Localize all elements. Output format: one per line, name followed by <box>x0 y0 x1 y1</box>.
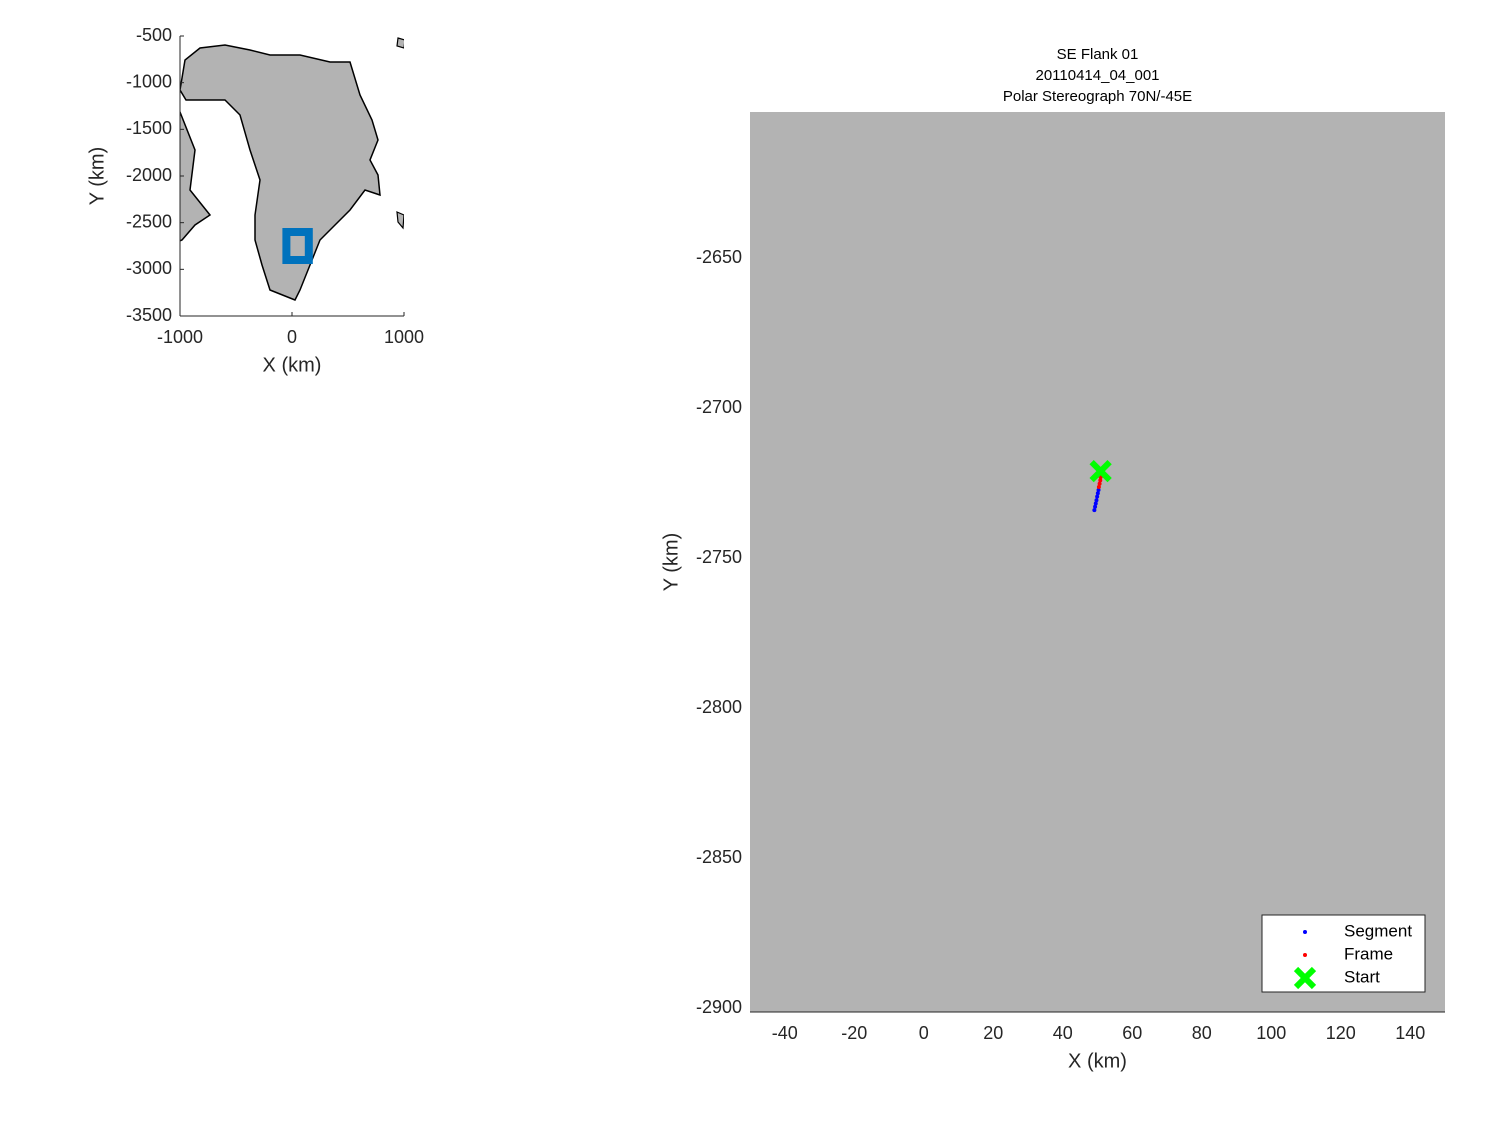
point <box>1093 501 1098 506</box>
x-axis-label: X (km) <box>1068 1050 1127 1072</box>
chart-title: Polar Stereograph 70N/-45E <box>1003 88 1192 105</box>
x-tick-label: 120 <box>1326 1023 1356 1043</box>
y-tick-label: -1500 <box>126 118 172 138</box>
legend-box <box>1261 914 1426 993</box>
y-tick-label: -2000 <box>126 165 172 185</box>
start-marker <box>1293 966 1317 990</box>
point <box>1303 953 1307 957</box>
legend-label: Start <box>1344 967 1380 986</box>
point <box>1094 498 1099 503</box>
y-tick-label: -2900 <box>696 997 742 1017</box>
y-tick-label: -500 <box>136 25 172 45</box>
y-tick-label: -3500 <box>126 305 172 325</box>
point <box>1092 508 1097 513</box>
x-tick-label: 80 <box>1192 1023 1212 1043</box>
legend-label: Segment <box>1344 921 1412 940</box>
point <box>1303 930 1307 934</box>
start-marker <box>1089 459 1112 483</box>
x-axis-label: X (km) <box>263 354 322 376</box>
point <box>1093 504 1098 509</box>
map-background <box>750 112 1445 1012</box>
chart-title: SE Flank 01 <box>1057 46 1139 63</box>
y-tick-label: -1000 <box>126 71 172 91</box>
y-tick-label: -3000 <box>126 258 172 278</box>
point <box>1098 478 1103 483</box>
y-axis-label: Y (km) <box>660 533 682 592</box>
x-tick-label: 0 <box>287 327 297 347</box>
y-axis-label: Y (km) <box>86 147 108 206</box>
legend: Segment Frame Start <box>1261 914 1426 993</box>
y-tick-label: -2800 <box>696 697 742 717</box>
chart-title: 20110414_04_001 <box>1035 67 1159 84</box>
legend-label: Frame <box>1344 944 1393 963</box>
y-tick-label: -2500 <box>126 211 172 231</box>
y-tick-label: -2700 <box>696 397 742 417</box>
x-tick-label: 140 <box>1395 1023 1425 1043</box>
x-tick-label: 100 <box>1256 1023 1286 1043</box>
y-tick-label: -2750 <box>696 547 742 567</box>
x-tick-label: -40 <box>772 1023 798 1043</box>
marker-stroke <box>1293 966 1317 990</box>
x-tick-label: 1000 <box>384 327 424 347</box>
x-tick-label: 60 <box>1122 1023 1142 1043</box>
point <box>1095 494 1100 499</box>
y-tick-label: -2850 <box>696 847 742 867</box>
x-tick-label: -1000 <box>157 327 203 347</box>
point <box>1097 481 1102 486</box>
y-tick-label: -2650 <box>696 247 742 267</box>
x-tick-label: 0 <box>919 1023 929 1043</box>
x-tick-label: 40 <box>1053 1023 1073 1043</box>
x-tick-label: -20 <box>841 1023 867 1043</box>
point <box>1095 491 1100 496</box>
point <box>1096 488 1101 492</box>
x-tick-label: 20 <box>983 1023 1003 1043</box>
point <box>1096 485 1101 489</box>
extent-box <box>282 228 313 264</box>
marker-stroke <box>1089 459 1112 483</box>
greenland-outline <box>180 37 404 301</box>
